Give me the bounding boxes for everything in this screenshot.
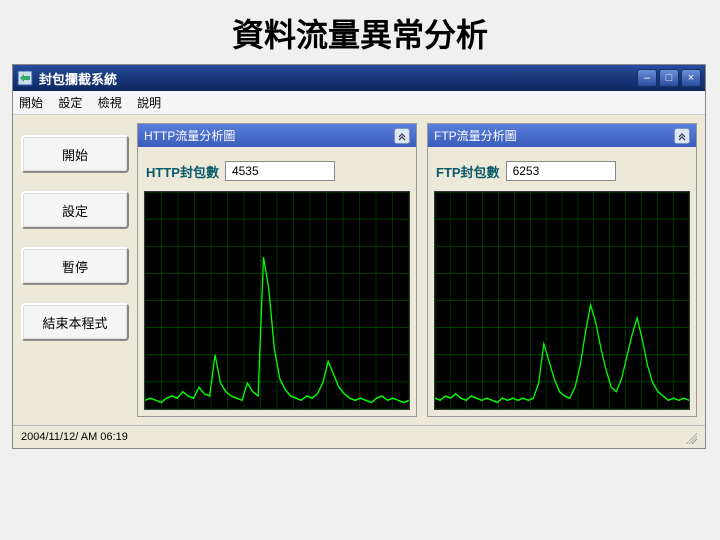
window-title: 封包攔截系統 <box>39 69 637 88</box>
window-controls: ‒ □ × <box>637 69 701 87</box>
title-bar: 封包攔截系統 ‒ □ × <box>13 65 705 91</box>
client-area: 開始 設定 暫停 結束本程式 HTTP流量分析圖 HTTP封包數 <box>13 115 705 425</box>
http-panel: HTTP流量分析圖 HTTP封包數 <box>137 123 417 417</box>
ftp-packet-label: FTP封包數 <box>436 162 500 181</box>
status-bar: 2004/11/12/ AM 06:19 <box>13 425 705 448</box>
maximize-button[interactable]: □ <box>659 69 679 87</box>
menu-view[interactable]: 檢視 <box>98 96 122 110</box>
http-chart <box>144 191 410 410</box>
app-window: 封包攔截系統 ‒ □ × 開始 設定 檢視 說明 開始 設定 暫停 結束本程式 … <box>12 64 706 449</box>
slide-title: 資料流量異常分析 <box>0 0 720 64</box>
minimize-button[interactable]: ‒ <box>637 69 657 87</box>
panels-container: HTTP流量分析圖 HTTP封包數 FTP流量分析圖 <box>137 123 697 417</box>
ftp-chart <box>434 191 690 410</box>
http-collapse-button[interactable] <box>394 128 410 144</box>
resize-grip-icon[interactable] <box>683 430 697 444</box>
ftp-packet-value[interactable] <box>506 161 616 181</box>
exit-button[interactable]: 結束本程式 <box>21 303 129 341</box>
chevron-up-icon <box>677 131 687 141</box>
menu-help[interactable]: 說明 <box>137 96 161 110</box>
menu-bar: 開始 設定 檢視 說明 <box>13 91 705 115</box>
settings-button[interactable]: 設定 <box>21 191 129 229</box>
pause-button[interactable]: 暫停 <box>21 247 129 285</box>
start-button[interactable]: 開始 <box>21 135 129 173</box>
ftp-packet-row: FTP封包數 <box>428 147 696 191</box>
ftp-panel-title: FTP流量分析圖 <box>434 127 517 144</box>
app-icon <box>17 70 33 86</box>
http-panel-header: HTTP流量分析圖 <box>138 124 416 147</box>
ftp-panel: FTP流量分析圖 FTP封包數 <box>427 123 697 417</box>
ftp-collapse-button[interactable] <box>674 128 690 144</box>
menu-settings[interactable]: 設定 <box>58 96 82 110</box>
http-panel-title: HTTP流量分析圖 <box>144 127 235 144</box>
sidebar: 開始 設定 暫停 結束本程式 <box>21 123 129 417</box>
http-packet-value[interactable] <box>225 161 335 181</box>
ftp-panel-header: FTP流量分析圖 <box>428 124 696 147</box>
chevron-up-icon <box>397 131 407 141</box>
http-packet-label: HTTP封包數 <box>146 162 219 181</box>
menu-start[interactable]: 開始 <box>19 96 43 110</box>
http-packet-row: HTTP封包數 <box>138 147 416 191</box>
status-timestamp: 2004/11/12/ AM 06:19 <box>21 431 128 443</box>
close-button[interactable]: × <box>681 69 701 87</box>
